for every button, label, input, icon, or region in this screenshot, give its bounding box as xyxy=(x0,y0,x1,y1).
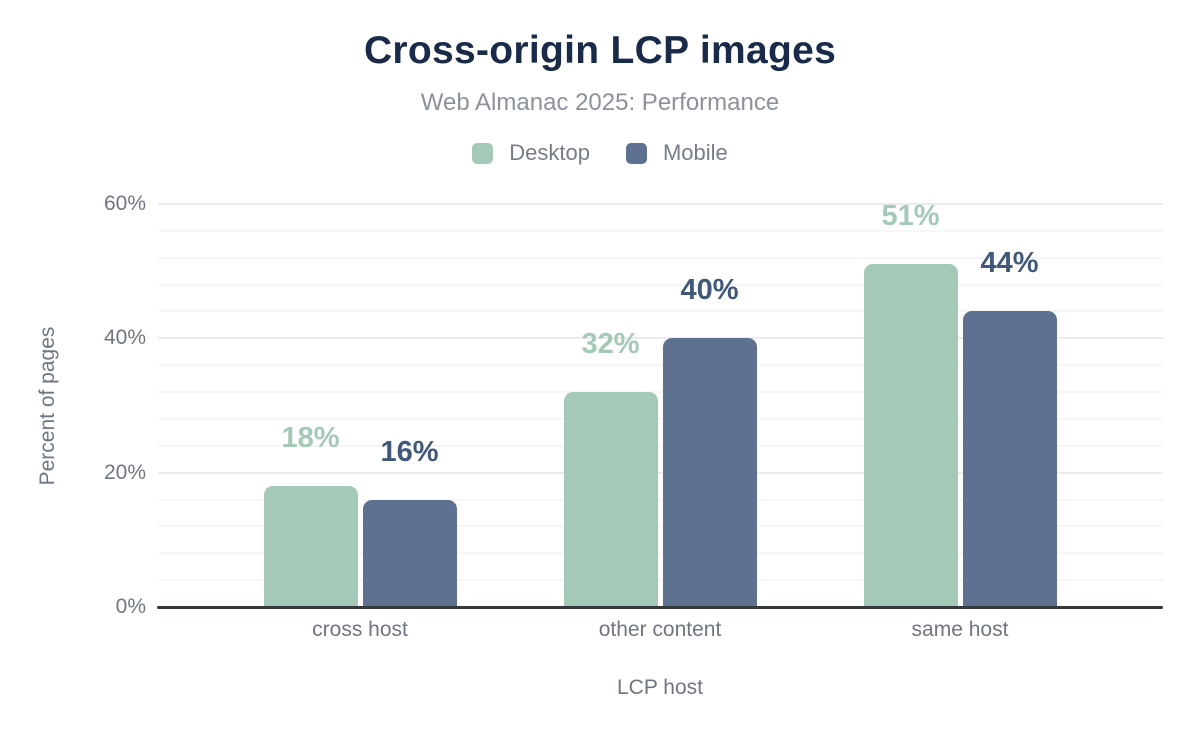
y-tick-label-20: 20% xyxy=(103,460,146,484)
minor-gridline xyxy=(158,364,1163,367)
mobile-series-swatch-icon xyxy=(625,142,647,164)
minor-gridline xyxy=(158,310,1163,313)
y-axis-title: Percent of pages xyxy=(36,326,59,486)
x-tick-label-cross-host: cross host xyxy=(312,618,408,641)
legend-label-mobile: Mobile xyxy=(662,140,728,165)
desktop-series-swatch-icon xyxy=(472,142,494,164)
bar-desktop-other-content[interactable] xyxy=(563,392,658,607)
minor-gridline xyxy=(158,391,1163,394)
value-label-mobile-other-content: 40% xyxy=(680,274,739,307)
minor-gridline xyxy=(158,444,1163,447)
y-tick-label-0: 0% xyxy=(115,595,146,618)
minor-gridline xyxy=(158,417,1163,420)
minor-gridline xyxy=(158,229,1163,232)
y-tick-label-60: 60% xyxy=(103,192,146,215)
minor-gridline xyxy=(158,283,1163,286)
value-label-desktop-same-host: 51% xyxy=(881,200,940,233)
minor-gridline xyxy=(158,256,1163,259)
minor-gridline xyxy=(158,498,1163,501)
chart-title: Cross-origin LCP images xyxy=(363,29,837,72)
bar-mobile-same-host[interactable] xyxy=(962,311,1057,607)
value-label-desktop-other-content: 32% xyxy=(581,328,640,361)
y-tick-label-40: 40% xyxy=(103,326,146,350)
bar-desktop-cross-host[interactable] xyxy=(263,486,358,607)
minor-gridline xyxy=(158,552,1163,555)
value-label-desktop-cross-host: 18% xyxy=(281,422,340,455)
major-gridline xyxy=(158,471,1163,474)
legend-item-mobile[interactable]: Mobile xyxy=(625,140,728,166)
minor-gridline xyxy=(158,579,1163,582)
bar-mobile-other-content[interactable] xyxy=(662,338,757,607)
x-axis-line xyxy=(157,606,1163,609)
x-tick-label-other-content: other content xyxy=(598,618,722,641)
legend: Desktop Mobile xyxy=(0,140,1200,166)
chart-subtitle: Web Almanac 2025: Performance xyxy=(420,89,780,116)
x-tick-label-same-host: same host xyxy=(911,618,1009,641)
minor-gridline xyxy=(158,525,1163,528)
major-gridline xyxy=(158,337,1163,340)
legend-item-desktop[interactable]: Desktop xyxy=(472,140,590,166)
bar-mobile-cross-host[interactable] xyxy=(362,499,457,607)
plot-area: 18% 16% 32% 40% 51% 44% xyxy=(158,200,1163,607)
bar-desktop-same-host[interactable] xyxy=(863,264,958,607)
value-label-mobile-cross-host: 16% xyxy=(380,435,439,468)
x-axis-title: LCP host xyxy=(617,676,703,699)
value-label-mobile-same-host: 44% xyxy=(980,247,1039,280)
major-gridline xyxy=(158,203,1163,205)
legend-label-desktop: Desktop xyxy=(509,140,590,165)
